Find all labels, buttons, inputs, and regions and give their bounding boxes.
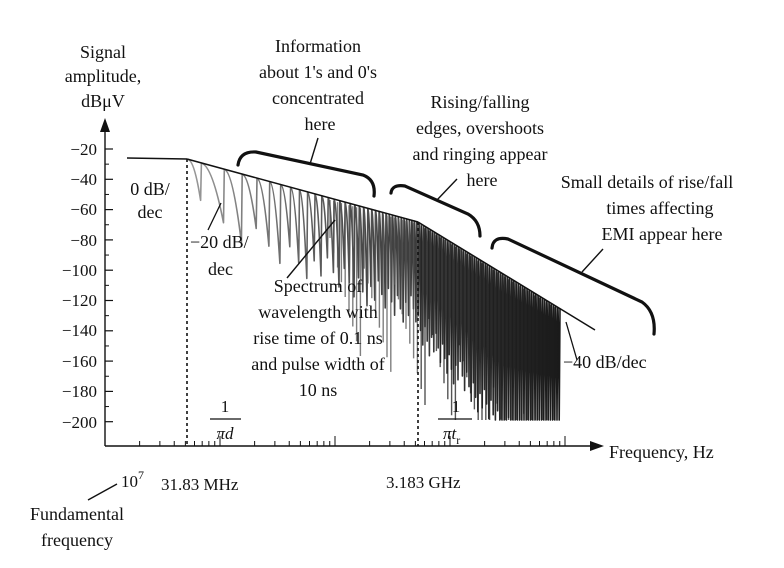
- formula-first-corner: 1 πd: [210, 397, 241, 443]
- slope-20-label-line: dec: [208, 259, 233, 279]
- info-bits-bracket: [236, 150, 376, 198]
- x-axis: [104, 436, 604, 451]
- fundamental-pointer: [87, 483, 118, 501]
- info-bits-label-line: here: [305, 114, 336, 134]
- envelope-minus20-segment: [186, 158, 419, 223]
- info-bits-label-line: about 1's and 0's: [259, 62, 377, 82]
- fundamental-label-line: Fundamental: [30, 504, 124, 524]
- x-tick-label-second-corner: 3.183 GHz: [386, 473, 461, 492]
- x-axis-title: Frequency, Hz: [609, 442, 714, 462]
- spectrum-label-line: rise time of 0.1 ns: [253, 328, 382, 348]
- slope-20-label: −20 dB/ dec: [190, 232, 249, 279]
- spectrum-label-line: wavelength with: [258, 302, 377, 322]
- y-tick-label: −180: [62, 382, 97, 401]
- edges-label-line: edges, overshoots: [416, 118, 544, 138]
- spectrum-label-line: and pulse width of: [251, 354, 384, 374]
- spectrum-envelope: [126, 157, 596, 331]
- edges-label-line: Rising/falling: [431, 92, 530, 112]
- y-tick-label: −160: [62, 352, 97, 371]
- small-details-label: Small details of rise/fall times affecti…: [561, 172, 733, 244]
- y-tick-label: −120: [62, 291, 97, 310]
- y-axis-title-line: dBμV: [81, 91, 125, 111]
- y-axis-arrow: [100, 118, 110, 132]
- envelope-flat-segment: [126, 157, 188, 160]
- y-tick-marks: [105, 148, 113, 423]
- y-tick-label: −20: [70, 140, 97, 159]
- formula-denominator: πtr: [443, 424, 460, 447]
- spectrum-label-line: 10 ns: [299, 380, 338, 400]
- fundamental-label: Fundamental frequency: [30, 504, 124, 550]
- info-bits-pointer: [309, 137, 319, 165]
- y-axis: [100, 118, 113, 446]
- info-bits-label-line: concentrated: [272, 88, 364, 108]
- envelope-minus40-segment: [417, 221, 596, 331]
- formula-denominator: πd: [216, 424, 234, 443]
- formula-numerator: 1: [221, 397, 230, 416]
- y-tick-labels: −20 −40 −60 −80 −100 −120 −140 −160 −180…: [62, 140, 97, 432]
- small-details-pointer: [581, 248, 604, 273]
- spectrum-label-line: Spectrum of: [274, 276, 362, 296]
- edges-label-line: here: [467, 170, 498, 190]
- x-tick-label-first-corner: 31.83 MHz: [161, 475, 239, 494]
- x-axis-arrow: [590, 441, 604, 451]
- spectrum-pointer: [286, 219, 336, 279]
- y-axis-title-line: Signal: [80, 42, 126, 62]
- edges-label: Rising/falling edges, overshoots and rin…: [413, 92, 548, 190]
- formula-numerator: 1: [452, 397, 461, 416]
- y-axis-title: Signal amplitude, dBμV: [65, 42, 141, 111]
- slope-40-label: −40 dB/dec: [563, 352, 647, 372]
- x-tick-marks: [104, 436, 566, 446]
- y-tick-label: −200: [62, 413, 97, 432]
- y-tick-label: −60: [70, 200, 97, 219]
- y-tick-label: −100: [62, 261, 97, 280]
- spectrum-lobes: [187, 158, 561, 421]
- small-details-bracket: [490, 236, 656, 336]
- spectrum-label: Spectrum of wavelength with rise time of…: [251, 276, 384, 400]
- small-details-label-line: times affecting: [606, 198, 713, 218]
- y-tick-label: −140: [62, 321, 97, 340]
- formula-second-corner: 1 πtr: [438, 397, 472, 447]
- slope-40-pointer: [565, 321, 578, 361]
- y-axis-title-line: amplitude,: [65, 66, 141, 86]
- x-tick-label-fundamental: 107: [121, 468, 144, 491]
- edges-bracket: [389, 184, 482, 238]
- info-bits-label-line: Information: [275, 36, 361, 56]
- slope-0-label: 0 dB/ dec: [130, 179, 170, 222]
- y-tick-label: −40: [70, 170, 97, 189]
- slope-20-pointer: [207, 202, 222, 231]
- info-bits-label: Information about 1's and 0's concentrat…: [259, 36, 377, 134]
- edges-pointer: [436, 178, 458, 201]
- slope-0-label-line: dec: [138, 202, 163, 222]
- fundamental-label-line: frequency: [41, 530, 113, 550]
- edges-label-line: and ringing appear: [413, 144, 548, 164]
- small-details-label-line: EMI appear here: [602, 224, 723, 244]
- small-details-label-line: Small details of rise/fall: [561, 172, 733, 192]
- slope-20-label-line: −20 dB/: [190, 232, 249, 252]
- y-tick-label: −80: [70, 231, 97, 250]
- slope-0-label-line: 0 dB/: [130, 179, 170, 199]
